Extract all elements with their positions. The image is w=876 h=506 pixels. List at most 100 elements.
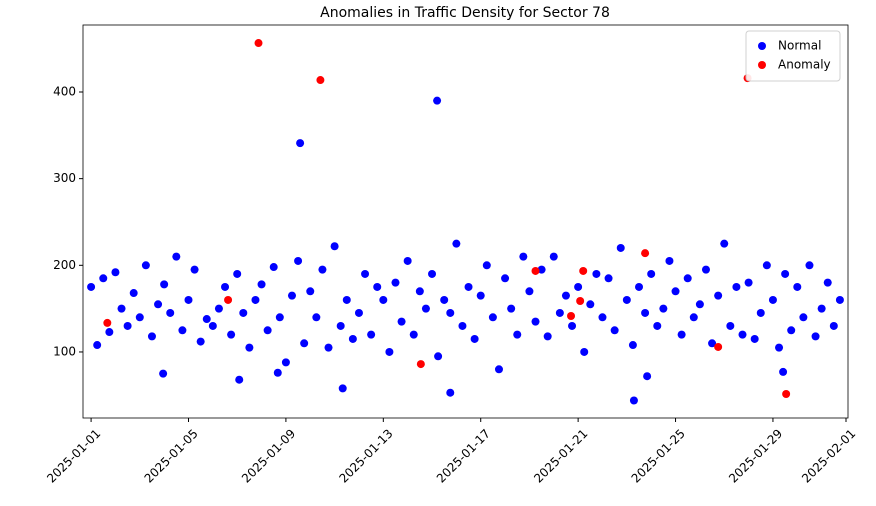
point: [555, 308, 564, 317]
point: [135, 313, 144, 322]
point: [294, 256, 303, 265]
point: [576, 297, 585, 306]
point: [391, 278, 400, 287]
point: [99, 274, 108, 283]
x-tick-label: 2025-01-13: [336, 426, 395, 485]
point: [354, 308, 363, 317]
point: [361, 269, 370, 278]
point: [513, 330, 522, 339]
point: [166, 308, 175, 317]
point: [720, 239, 729, 248]
point: [312, 313, 321, 322]
point: [196, 337, 205, 346]
point: [385, 347, 394, 356]
x-tick-label: 2025-01-21: [531, 426, 590, 485]
point: [829, 321, 838, 330]
point: [779, 367, 788, 376]
point: [202, 315, 211, 324]
point: [300, 339, 309, 348]
x-tick-label: 2025-01-17: [434, 426, 493, 485]
point: [811, 332, 820, 341]
plot-frame: [82, 24, 849, 419]
point: [214, 304, 223, 313]
point: [338, 384, 347, 393]
point: [677, 330, 686, 339]
point: [379, 295, 388, 304]
point: [610, 326, 619, 335]
y-tick-label: 100: [53, 344, 76, 358]
point: [123, 321, 132, 330]
point: [105, 328, 114, 337]
legend-label: Normal: [778, 39, 821, 53]
point: [708, 339, 717, 348]
point: [93, 341, 102, 350]
point: [476, 291, 485, 300]
point: [782, 389, 791, 398]
point: [245, 343, 254, 352]
point: [409, 330, 418, 339]
point: [235, 375, 244, 384]
y-tick-label: 400: [53, 84, 76, 98]
x-tick-label: 2025-02-01: [799, 426, 858, 485]
point: [488, 313, 497, 322]
point: [330, 242, 339, 251]
point: [129, 289, 138, 298]
point: [421, 304, 430, 313]
point: [446, 308, 455, 317]
point: [641, 249, 650, 258]
point: [446, 388, 455, 397]
point: [756, 308, 765, 317]
point: [373, 282, 382, 291]
point: [622, 295, 631, 304]
point: [659, 304, 668, 313]
point: [635, 282, 644, 291]
point: [482, 261, 491, 270]
point: [567, 312, 576, 321]
point: [501, 274, 510, 283]
point: [342, 295, 351, 304]
point: [263, 326, 272, 335]
point: [781, 269, 790, 278]
x-tick-label: 2025-01-05: [142, 426, 201, 485]
point: [178, 326, 187, 335]
legend-box: [745, 30, 841, 82]
point: [568, 321, 577, 330]
chart-title: Anomalies in Traffic Density for Sector …: [320, 5, 610, 21]
point: [580, 347, 589, 356]
point: [416, 360, 425, 369]
point: [805, 261, 814, 270]
point: [103, 318, 112, 327]
point: [671, 287, 680, 296]
point: [714, 342, 723, 351]
y-tick-label: 200: [53, 258, 76, 272]
point: [154, 300, 163, 309]
point: [397, 317, 406, 326]
point: [768, 295, 777, 304]
point: [160, 280, 169, 289]
point: [440, 295, 449, 304]
point: [428, 269, 437, 278]
point: [296, 139, 305, 148]
point: [494, 365, 503, 374]
legend-label: Anomaly: [778, 58, 831, 72]
point: [793, 282, 802, 291]
point: [316, 76, 325, 85]
point: [543, 332, 552, 341]
point: [221, 282, 230, 291]
x-tick-label: 2025-01-29: [726, 426, 785, 485]
x-tick-label: 2025-01-25: [629, 426, 688, 485]
point: [738, 330, 747, 339]
point: [275, 313, 284, 322]
point: [233, 269, 242, 278]
point: [598, 313, 607, 322]
point: [184, 295, 193, 304]
point: [117, 304, 126, 313]
point: [507, 304, 516, 313]
point: [629, 396, 638, 405]
y-tick-label: 300: [53, 171, 76, 185]
point: [835, 295, 844, 304]
point: [592, 269, 601, 278]
point: [525, 287, 534, 296]
point: [227, 330, 236, 339]
point: [403, 256, 412, 265]
